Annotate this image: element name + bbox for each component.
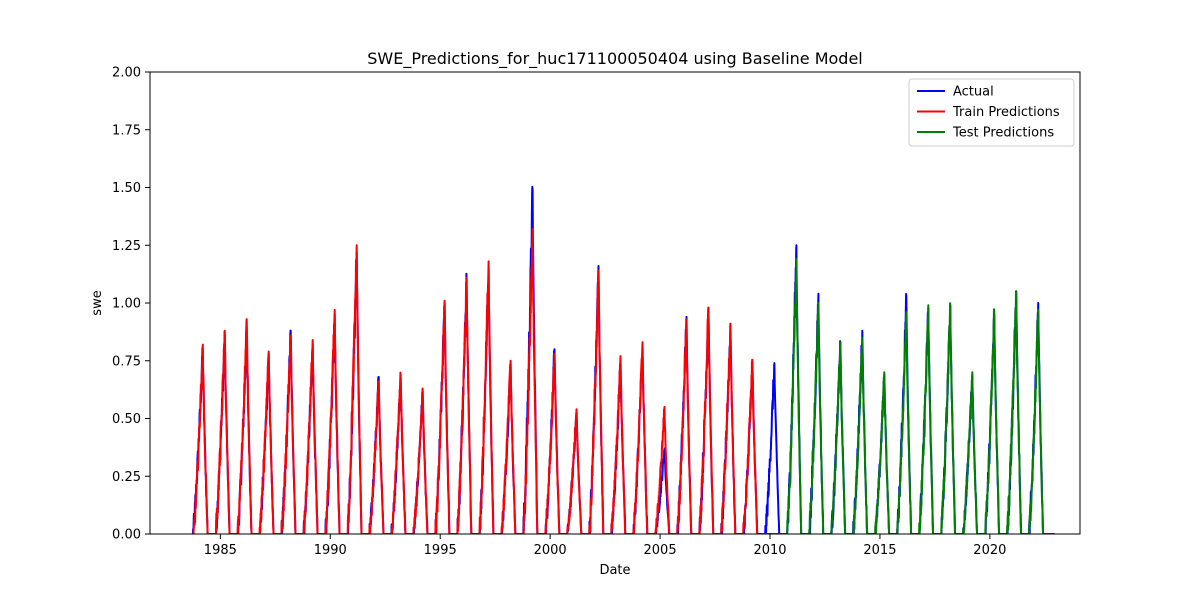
y-tick-label-7: 1.75 xyxy=(112,123,141,138)
legend-label-1: Actual xyxy=(953,85,994,100)
x-tick-label-0: 1985 xyxy=(204,543,237,558)
y-tick-label-0: 0.00 xyxy=(112,528,141,543)
x-tick-label-7: 2020 xyxy=(973,543,1006,558)
x-tick-label-5: 2010 xyxy=(753,543,786,558)
y-axis-label: swe xyxy=(90,290,105,315)
legend-label-2: Train Predictions xyxy=(952,105,1060,120)
series-line-2 xyxy=(192,228,770,534)
x-tick-label-4: 2005 xyxy=(644,543,677,558)
x-tick-label-2: 1995 xyxy=(424,543,457,558)
legend: Actual Train Predictions Test Predictions xyxy=(908,78,1075,147)
series-line-3 xyxy=(770,258,1055,534)
x-tick-label-1: 1990 xyxy=(314,543,347,558)
chart-title: SWE_Predictions_for_huc171100050404 usin… xyxy=(367,49,863,69)
y-axis: 0.00 0.25 0.50 0.75 1.00 1.25 1.50 1.75 2.00 xyxy=(112,66,150,543)
y-tick-label-6: 1.50 xyxy=(112,181,141,196)
x-tick-label-6: 2015 xyxy=(863,543,896,558)
y-tick-label-1: 0.25 xyxy=(112,470,141,485)
y-tick-label-4: 1.00 xyxy=(112,297,141,312)
y-tick-label-2: 0.50 xyxy=(112,412,141,427)
y-tick-label-8: 2.00 xyxy=(112,66,141,81)
legend-box xyxy=(908,78,1075,147)
y-tick-label-3: 0.75 xyxy=(112,354,141,369)
x-tick-label-3: 2000 xyxy=(534,543,567,558)
x-axis: 1985 1990 1995 2000 2005 2010 2015 2020 xyxy=(204,534,1006,558)
x-axis-label: Date xyxy=(599,563,630,578)
y-tick-label-5: 1.25 xyxy=(112,239,141,254)
legend-label-3: Test Predictions xyxy=(952,126,1054,141)
